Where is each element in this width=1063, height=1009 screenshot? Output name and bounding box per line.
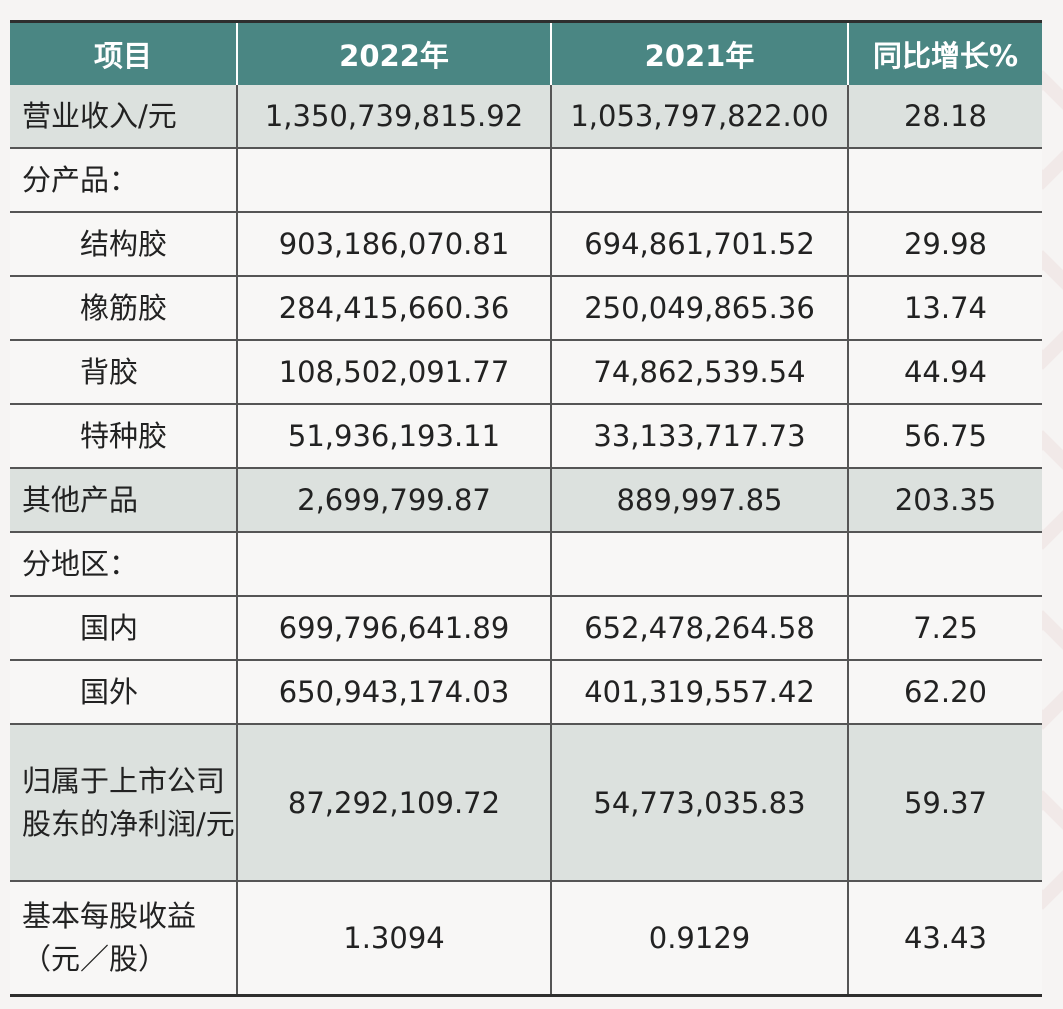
cell-2022: 699,796,641.89	[237, 596, 552, 661]
table-row: 归属于上市公司股东的净利润/元 87,292,109.72 54,773,035…	[10, 724, 1042, 882]
table-row: 特种胶 51,936,193.11 33,133,717.73 56.75	[10, 404, 1042, 469]
table-header-row: 项目 2022年 2021年 同比增长%	[10, 20, 1042, 85]
cell-growth: 56.75	[848, 404, 1042, 469]
table-row: 分产品：	[10, 148, 1042, 213]
cell-2021: 1,053,797,822.00	[551, 85, 849, 149]
cell-growth: 43.43	[848, 881, 1042, 997]
row-label: 国外	[10, 660, 238, 725]
cell-growth: 203.35	[848, 468, 1042, 533]
header-2021: 2021年	[551, 20, 849, 85]
cell-2021: 250,049,865.36	[551, 276, 849, 341]
cell-growth: 28.18	[848, 85, 1042, 149]
cell-2021	[551, 532, 849, 597]
cell-growth	[848, 532, 1042, 597]
cell-2021: 889,997.85	[551, 468, 849, 533]
row-label: 归属于上市公司股东的净利润/元	[10, 724, 238, 882]
row-label: 营业收入/元	[10, 85, 238, 149]
cell-2022	[237, 532, 552, 597]
row-label: 国内	[10, 596, 238, 661]
cell-2021: 74,862,539.54	[551, 340, 849, 405]
cell-2021: 0.9129	[551, 881, 849, 997]
row-label: 分产品：	[10, 148, 238, 213]
cell-2022: 108,502,091.77	[237, 340, 552, 405]
row-label: 其他产品	[10, 468, 238, 533]
header-growth: 同比增长%	[848, 20, 1042, 85]
row-label: 特种胶	[10, 404, 238, 469]
cell-2022: 2,699,799.87	[237, 468, 552, 533]
cell-2021: 54,773,035.83	[551, 724, 849, 882]
cell-2022: 903,186,070.81	[237, 212, 552, 277]
cell-2021	[551, 148, 849, 213]
table-row: 背胶 108,502,091.77 74,862,539.54 44.94	[10, 340, 1042, 405]
cell-growth: 29.98	[848, 212, 1042, 277]
row-label: 橡筋胶	[10, 276, 238, 341]
cell-growth: 62.20	[848, 660, 1042, 725]
cell-2022: 284,415,660.36	[237, 276, 552, 341]
cell-2021: 401,319,557.42	[551, 660, 849, 725]
table-row: 国内 699,796,641.89 652,478,264.58 7.25	[10, 596, 1042, 661]
table-row: 其他产品 2,699,799.87 889,997.85 203.35	[10, 468, 1042, 533]
row-label: 基本每股收益（元／股）	[10, 881, 238, 997]
cell-growth	[848, 148, 1042, 213]
row-label: 分地区：	[10, 532, 238, 597]
cell-2022: 650,943,174.03	[237, 660, 552, 725]
cell-2022: 1.3094	[237, 881, 552, 997]
cell-growth: 44.94	[848, 340, 1042, 405]
financial-table: 项目 2022年 2021年 同比增长% 营业收入/元 1,350,739,81…	[10, 20, 1042, 997]
table-row: 营业收入/元 1,350,739,815.92 1,053,797,822.00…	[10, 85, 1042, 149]
table-row: 橡筋胶 284,415,660.36 250,049,865.36 13.74	[10, 276, 1042, 341]
cell-2021: 33,133,717.73	[551, 404, 849, 469]
cell-2021: 652,478,264.58	[551, 596, 849, 661]
table-row: 分地区：	[10, 532, 1042, 597]
cell-2022	[237, 148, 552, 213]
cell-growth: 59.37	[848, 724, 1042, 882]
cell-2022: 87,292,109.72	[237, 724, 552, 882]
cell-2022: 51,936,193.11	[237, 404, 552, 469]
header-2022: 2022年	[237, 20, 552, 85]
cell-growth: 13.74	[848, 276, 1042, 341]
table-row: 结构胶 903,186,070.81 694,861,701.52 29.98	[10, 212, 1042, 277]
header-item: 项目	[10, 20, 238, 85]
cell-growth: 7.25	[848, 596, 1042, 661]
cell-2022: 1,350,739,815.92	[237, 85, 552, 149]
row-label: 背胶	[10, 340, 238, 405]
row-label: 结构胶	[10, 212, 238, 277]
table-row: 国外 650,943,174.03 401,319,557.42 62.20	[10, 660, 1042, 725]
cell-2021: 694,861,701.52	[551, 212, 849, 277]
table-row: 基本每股收益（元／股） 1.3094 0.9129 43.43	[10, 881, 1042, 997]
